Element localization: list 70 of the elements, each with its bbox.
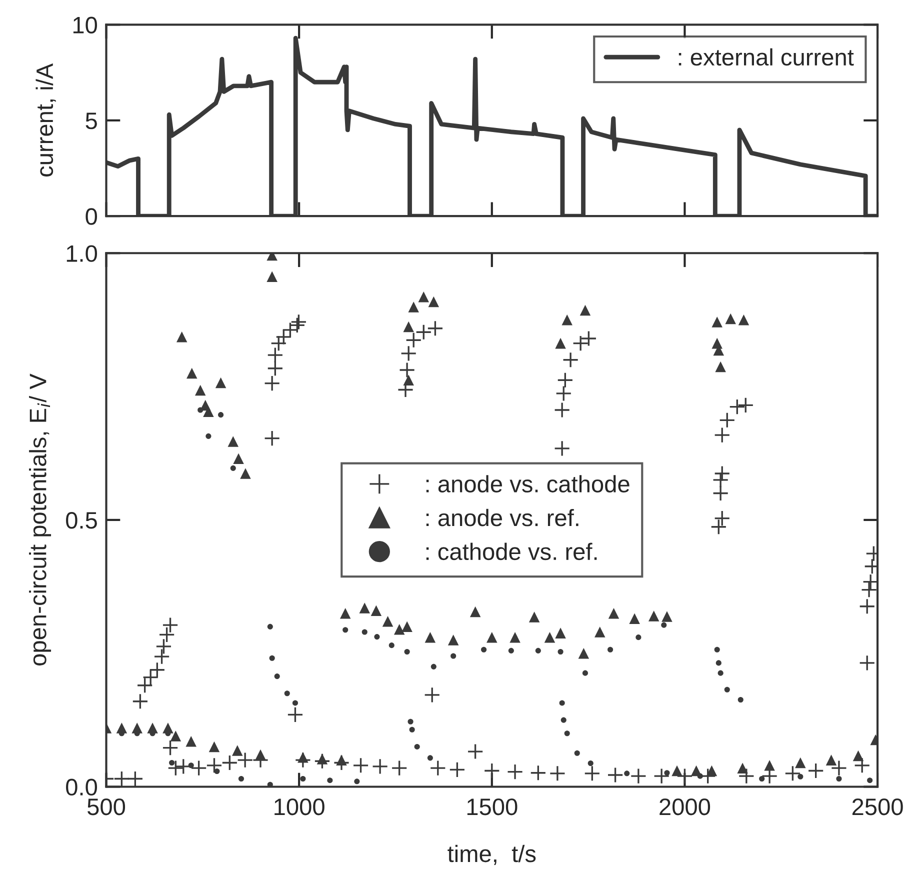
point bbox=[738, 696, 744, 703]
y-tick-label: 0.5 bbox=[66, 512, 97, 529]
y-axis-title: current, i/A bbox=[36, 63, 56, 176]
y-tick-label: 1.0 bbox=[66, 245, 97, 262]
point bbox=[608, 646, 614, 652]
point bbox=[374, 634, 380, 640]
point bbox=[716, 660, 722, 666]
point bbox=[269, 655, 275, 661]
point bbox=[230, 465, 236, 471]
x-tick-label: 1000 bbox=[274, 798, 324, 816]
point bbox=[714, 646, 720, 652]
point bbox=[559, 700, 565, 706]
point bbox=[697, 773, 703, 779]
y-tick-label: 5 bbox=[86, 112, 97, 130]
point bbox=[661, 622, 667, 628]
point bbox=[388, 642, 394, 648]
point bbox=[409, 726, 415, 732]
y-tick-label: 10 bbox=[73, 16, 97, 34]
point bbox=[198, 407, 204, 413]
point bbox=[588, 760, 594, 766]
y-tick-label: 0.0 bbox=[66, 778, 97, 796]
point bbox=[342, 627, 348, 633]
x-tick-label: 2000 bbox=[660, 798, 710, 816]
point bbox=[574, 750, 580, 756]
x-tick-label: 1500 bbox=[467, 798, 518, 816]
point bbox=[535, 648, 541, 654]
y-tick-label: 0 bbox=[86, 208, 97, 225]
point bbox=[404, 648, 410, 655]
point bbox=[414, 744, 420, 750]
point bbox=[300, 776, 306, 782]
legend-label: : anode vs. ref. bbox=[426, 508, 578, 526]
point bbox=[292, 700, 298, 706]
y-axis-title: open-circuit potentials, E$_{i}$/ V bbox=[29, 374, 52, 666]
point bbox=[274, 674, 280, 680]
point bbox=[636, 634, 642, 640]
point bbox=[408, 718, 414, 724]
point bbox=[718, 670, 724, 676]
point bbox=[724, 686, 730, 692]
point bbox=[188, 762, 194, 768]
point bbox=[798, 774, 804, 780]
point bbox=[327, 778, 333, 784]
point bbox=[284, 690, 290, 696]
x-axis-title: time, t/s bbox=[448, 844, 536, 865]
point bbox=[582, 670, 588, 676]
point bbox=[362, 629, 368, 635]
point bbox=[267, 624, 273, 630]
point bbox=[558, 648, 564, 655]
x-tick-label: 500 bbox=[88, 798, 126, 816]
point bbox=[481, 646, 487, 652]
point bbox=[759, 776, 765, 782]
point bbox=[867, 778, 873, 784]
x-tick-label: 2500 bbox=[852, 798, 903, 816]
point bbox=[206, 433, 212, 439]
point bbox=[450, 653, 456, 659]
point bbox=[624, 770, 630, 776]
point bbox=[836, 776, 842, 782]
point bbox=[564, 730, 570, 736]
point bbox=[560, 717, 566, 723]
point bbox=[427, 755, 433, 761]
point bbox=[354, 778, 360, 784]
point bbox=[214, 768, 220, 774]
point bbox=[238, 776, 244, 782]
point bbox=[508, 648, 514, 654]
legend-label: : anode vs. cathode bbox=[426, 475, 630, 492]
point bbox=[664, 770, 670, 776]
legend-label: : cathode vs. ref. bbox=[426, 542, 597, 560]
legend-label: : external current bbox=[678, 48, 854, 66]
point bbox=[169, 760, 175, 766]
point bbox=[218, 412, 224, 418]
point bbox=[430, 664, 436, 670]
